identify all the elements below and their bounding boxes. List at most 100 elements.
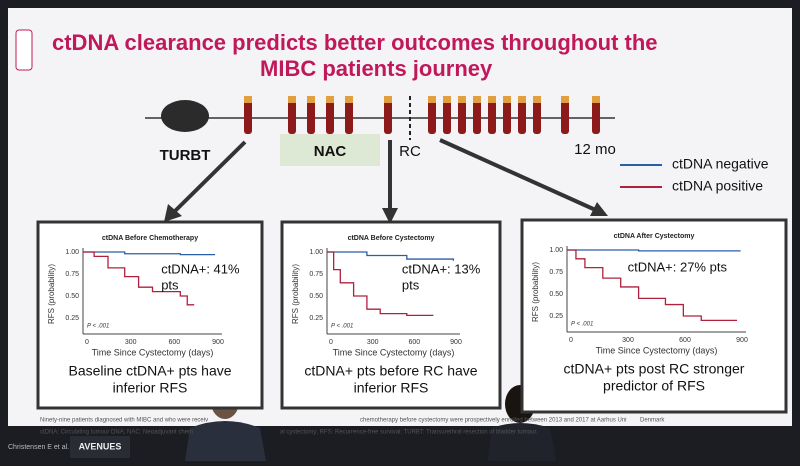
x-axis-label: Time Since Cystectomy (days)	[596, 345, 718, 355]
caption: Baseline ctDNA+ pts have	[68, 363, 231, 379]
y-axis-label: RFS (probability)	[47, 264, 56, 324]
panel-title: ctDNA Before Cystectomy	[348, 235, 435, 242]
x-tick-label: 900	[736, 337, 748, 344]
blood-tube	[307, 98, 315, 134]
km-negative	[567, 249, 741, 252]
footnote: Denmark	[640, 418, 665, 424]
timeline-label: TURBT	[160, 147, 211, 164]
x-tick-label: 600	[408, 339, 420, 346]
y-tick-label: 0.25	[309, 315, 323, 322]
blood-tube	[326, 98, 334, 134]
tube-cap	[518, 96, 526, 103]
footnote: ctDNA: Circulating tumour DNA; NAC: Neoa…	[40, 430, 193, 436]
tube-cap	[488, 96, 496, 103]
y-tick-label: 0.75	[65, 271, 79, 278]
x-tick-label: 0	[85, 339, 89, 346]
footnote: Ninety-nine patients diagnosed with MIBC…	[40, 418, 208, 424]
blood-tube	[458, 98, 466, 134]
annotation: ctDNA+: 41%	[161, 261, 240, 276]
tube-cap	[307, 96, 315, 103]
tube-cap	[533, 96, 541, 103]
panel-frame	[280, 220, 502, 410]
footnote: al cystectomy; RFS: Recurrence-free surv…	[280, 430, 538, 436]
panel-frame	[520, 218, 788, 414]
title-line: MIBC patients journey	[260, 56, 493, 81]
tube-cap	[473, 96, 481, 103]
blood-tube	[345, 98, 353, 134]
y-tick-label: 1.00	[549, 247, 563, 254]
blood-tube	[443, 98, 451, 134]
y-tick-label: 0.25	[549, 313, 563, 320]
blood-tube	[288, 98, 296, 134]
tumor-icon	[161, 100, 209, 132]
footnote: chemotherapy before cystectomy were pros…	[360, 418, 627, 424]
timeline-label: NAC	[314, 143, 347, 160]
x-tick-label: 900	[450, 339, 462, 346]
logo-box	[70, 436, 130, 458]
x-tick-label: 300	[622, 337, 634, 344]
km-positive	[327, 251, 434, 317]
tube-cap	[244, 96, 252, 103]
nac-box	[280, 134, 380, 166]
x-tick-label: 600	[679, 337, 691, 344]
x-axis-label: Time Since Cystectomy (days)	[92, 347, 214, 357]
tube-cap	[592, 96, 600, 103]
caption: ctDNA+ pts post RC stronger	[564, 361, 745, 377]
annotation: pts	[402, 277, 420, 292]
x-axis-label: Time Since Cystectomy (days)	[333, 347, 455, 357]
blood-tube	[488, 98, 496, 134]
caption: inferior RFS	[354, 380, 429, 396]
tube-cap	[458, 96, 466, 103]
blood-tube	[518, 98, 526, 134]
y-tick-label: 0.75	[549, 269, 563, 276]
arrow-heads	[164, 202, 608, 224]
tube-cap	[443, 96, 451, 103]
km-positive	[567, 249, 738, 322]
p-value: P < .001	[331, 324, 353, 330]
tube-cap	[503, 96, 511, 103]
caption: predictor of RFS	[603, 378, 705, 394]
blood-tube	[244, 98, 252, 134]
caption: ctDNA+ pts before RC have	[304, 363, 477, 379]
tube-cap	[326, 96, 334, 103]
blood-tube	[561, 98, 569, 134]
citation: Christensen E et al. J Clin Oncol. 20	[8, 444, 121, 451]
tube-cap	[561, 96, 569, 103]
y-axis-label: RFS (probability)	[531, 262, 540, 322]
arrows	[170, 138, 601, 216]
title-line: ctDNA clearance predicts better outcomes…	[52, 30, 658, 55]
tube-cap	[384, 96, 392, 103]
y-tick-label: 0.25	[65, 315, 79, 322]
caption: inferior RFS	[113, 380, 188, 396]
blood-tube	[592, 98, 600, 134]
logo: AVENUES	[79, 441, 122, 451]
y-tick-label: 1.00	[309, 249, 323, 256]
y-tick-label: 1.00	[65, 249, 79, 256]
blood-tube	[533, 98, 541, 134]
blood-tube	[503, 98, 511, 134]
tube-cap	[288, 96, 296, 103]
x-tick-label: 900	[212, 339, 224, 346]
dna-icon	[15, 29, 33, 71]
km-positive	[83, 251, 195, 306]
legend-label: ctDNA positive	[672, 178, 763, 194]
timeline-label: 12 mo	[574, 141, 616, 158]
blood-tube	[473, 98, 481, 134]
p-value: P < .001	[571, 322, 593, 328]
blood-tube	[384, 98, 392, 134]
blood-tube	[428, 98, 436, 134]
x-tick-label: 300	[125, 339, 137, 346]
y-tick-label: 0.50	[65, 293, 79, 300]
annotation: ctDNA+: 27% pts	[628, 259, 728, 274]
panel-title: ctDNA After Cystectomy	[614, 233, 695, 240]
p-value: P < .001	[87, 324, 109, 330]
panel-frame	[36, 220, 264, 410]
y-tick-label: 0.50	[309, 293, 323, 300]
y-tick-label: 0.75	[309, 271, 323, 278]
tube-cap	[428, 96, 436, 103]
annotation: pts	[161, 277, 179, 292]
km-negative	[83, 251, 216, 256]
y-tick-label: 0.50	[549, 291, 563, 298]
